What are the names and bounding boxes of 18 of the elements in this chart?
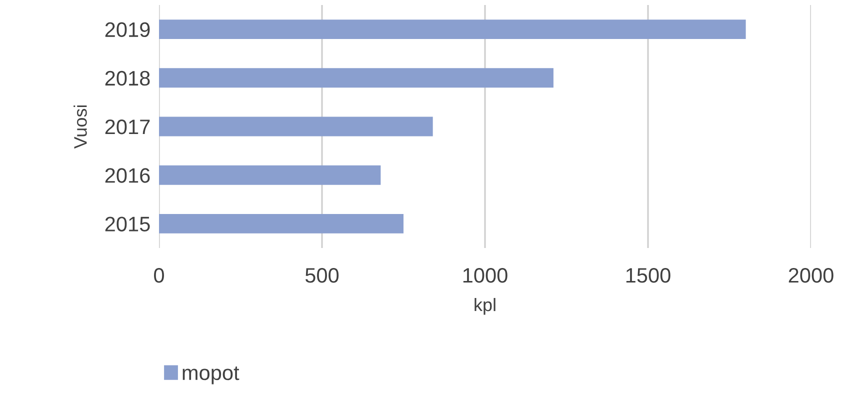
- x-tick-label: 0: [154, 268, 164, 283]
- bar: [159, 68, 554, 88]
- x-tick-label: 500: [305, 268, 339, 283]
- bar: [159, 165, 381, 185]
- y-tick-label: 2017: [105, 120, 150, 134]
- y-tick-label: 2015: [105, 216, 150, 232]
- x-tick-label: 1000: [463, 268, 508, 283]
- y-tick-label: 2018: [105, 70, 150, 86]
- y-tick-label: 2019: [105, 22, 150, 38]
- y-tick-label: 2016: [105, 168, 150, 183]
- x-axis-title: kpl: [474, 298, 496, 315]
- bar: [159, 214, 404, 234]
- bar: [159, 20, 746, 40]
- bar: [159, 116, 433, 136]
- x-tick-label: 1500: [626, 268, 670, 283]
- y-axis-title: Vuosi: [74, 105, 87, 149]
- x-tick-label: 2000: [788, 268, 834, 283]
- legend-label: mopot: [182, 366, 240, 384]
